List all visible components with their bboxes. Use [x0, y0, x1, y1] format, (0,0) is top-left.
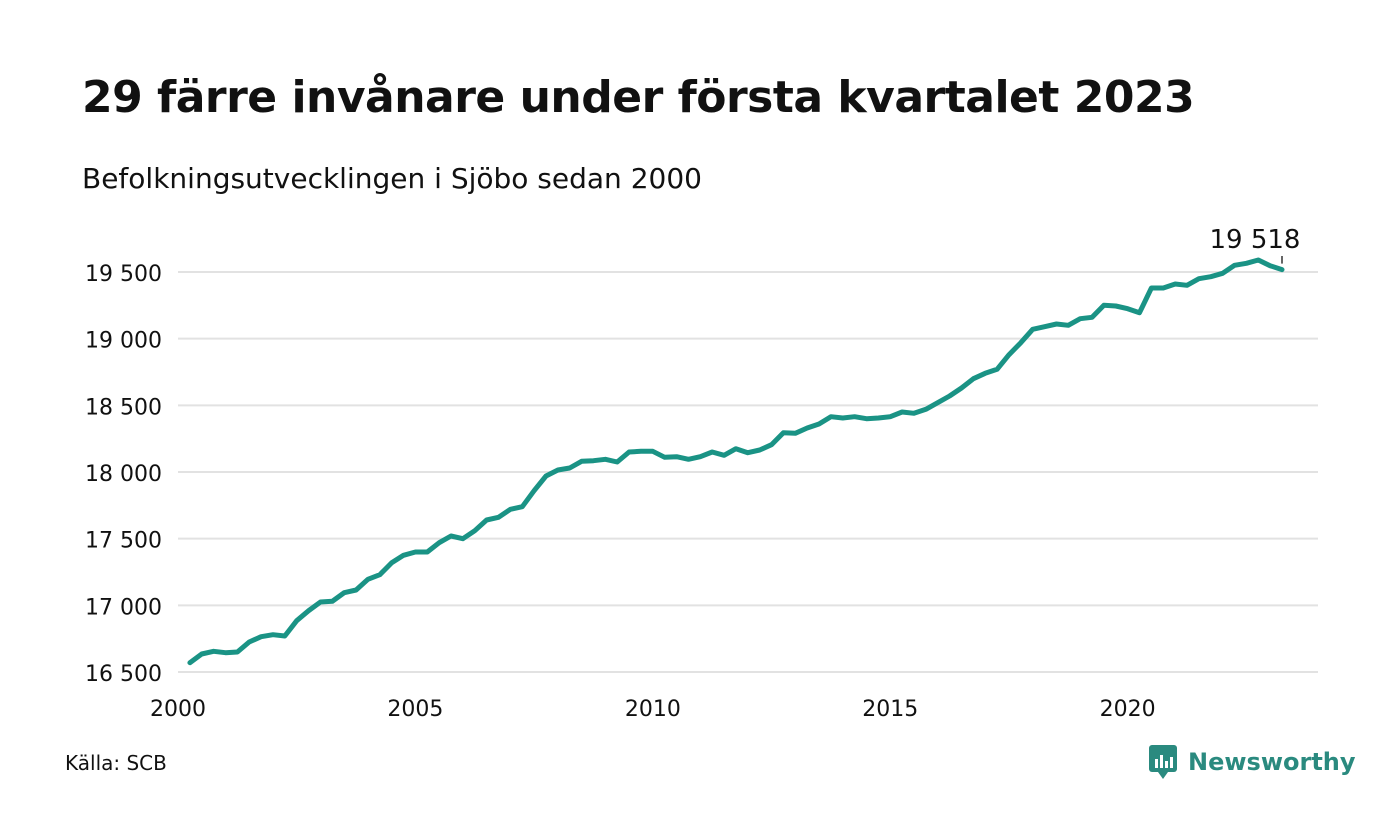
x-tick-label: 2000 [150, 697, 206, 722]
y-tick-label: 19 000 [85, 329, 162, 354]
x-tick-label: 2005 [387, 697, 443, 722]
chart-title: 29 färre invånare under första kvartalet… [82, 72, 1195, 123]
source-note: Källa: SCB [65, 751, 167, 775]
y-tick-label: 16 500 [85, 662, 162, 687]
brand-name: Newsworthy [1188, 748, 1356, 776]
y-axis-tick-labels: 16 500 17 000 17 500 18 000 18 500 19 000 19 5… [85, 262, 162, 687]
x-tick-label: 2020 [1100, 697, 1156, 722]
x-axis-tick-labels: 2000 2005 2010 2015 2020 [150, 697, 1156, 722]
newsworthy-brand: Newsworthy [1148, 744, 1356, 780]
y-tick-label: 17 500 [85, 529, 162, 554]
end-value-label: 19 518 [1210, 225, 1301, 255]
y-tick-label: 19 500 [85, 262, 162, 287]
y-tick-label: 18 000 [85, 462, 162, 487]
y-tick-label: 18 500 [85, 395, 162, 420]
gridlines [178, 271, 1318, 673]
x-tick-label: 2015 [862, 697, 918, 722]
newsworthy-logo-icon [1149, 745, 1177, 779]
population-line [187, 257, 1285, 666]
x-tick-label: 2010 [625, 697, 681, 722]
y-tick-label: 17 000 [85, 595, 162, 620]
chart-subtitle: Befolkningsutvecklingen i Sjöbo sedan 20… [82, 162, 702, 195]
